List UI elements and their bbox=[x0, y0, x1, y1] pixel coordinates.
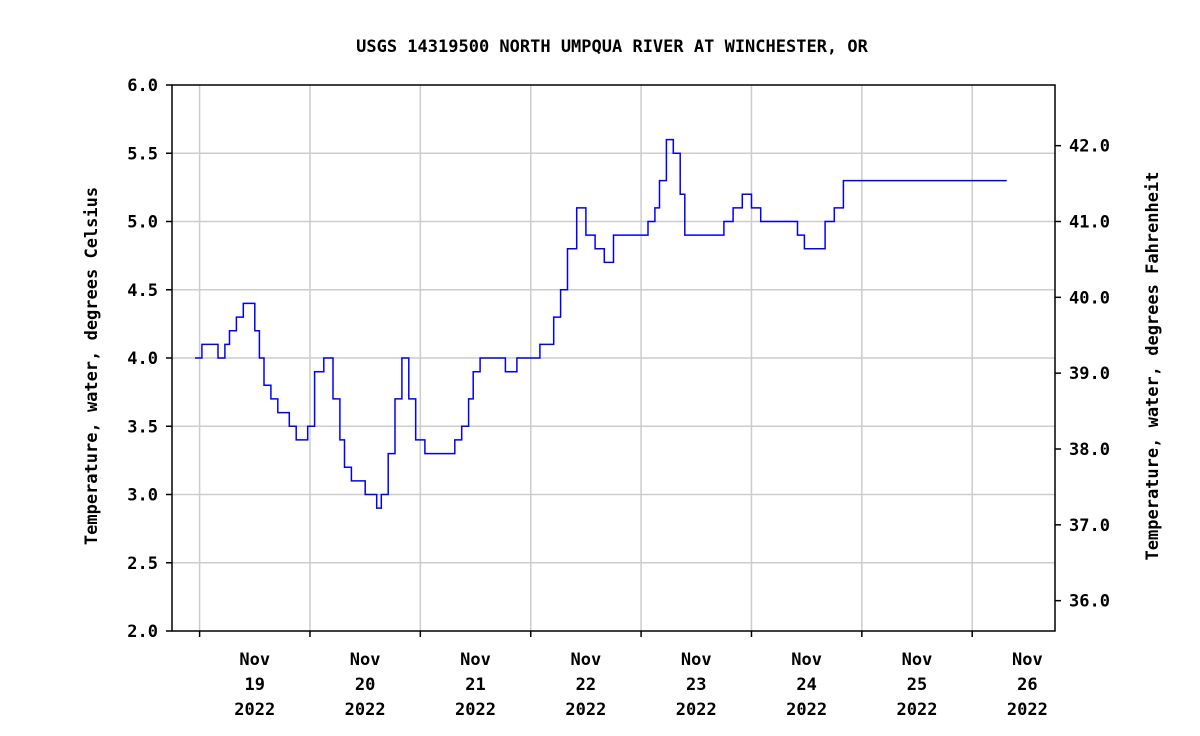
x-tick-label-month: Nov bbox=[571, 650, 602, 670]
chart-title: USGS 14319500 NORTH UMPQUA RIVER AT WINC… bbox=[356, 37, 869, 57]
y-tick-label-right: 39.0 bbox=[1069, 364, 1110, 384]
x-tick-label-year: 2022 bbox=[786, 700, 827, 720]
x-tick-label-month: Nov bbox=[460, 650, 491, 670]
x-tick-label-day: 25 bbox=[907, 675, 927, 695]
x-tick-label-year: 2022 bbox=[455, 700, 496, 720]
y-axis-label-right: Temperature, water, degrees Fahrenheit bbox=[1143, 172, 1163, 561]
x-tick-label-month: Nov bbox=[1012, 650, 1043, 670]
y-tick-label-left: 6.0 bbox=[127, 76, 158, 96]
y-tick-label-left: 3.5 bbox=[127, 417, 158, 437]
y-tick-label-right: 37.0 bbox=[1069, 516, 1110, 536]
y-tick-label-right: 41.0 bbox=[1069, 213, 1110, 233]
y-tick-label-left: 4.0 bbox=[127, 349, 158, 369]
x-tick-labels: Nov 19 2022 Nov 20 2022 Nov 21 2022 Nov 22 2022 Nov 2… bbox=[234, 650, 1048, 720]
x-tick-label-day: 20 bbox=[355, 675, 375, 695]
x-tick-label-year: 2022 bbox=[345, 700, 386, 720]
y-tick-label-left: 5.5 bbox=[127, 144, 158, 164]
temperature-series-line bbox=[195, 138, 1007, 509]
x-tick-label-month: Nov bbox=[902, 650, 933, 670]
y-tick-labels-left: 2.0 2.5 3.0 3.5 4.0 4.5 5.0 5.5 6.0 bbox=[127, 76, 158, 642]
x-tick-label-day: 22 bbox=[576, 675, 596, 695]
y-tick-label-right: 42.0 bbox=[1069, 137, 1110, 157]
x-tick-label-year: 2022 bbox=[565, 700, 606, 720]
x-tick-label-year: 2022 bbox=[676, 700, 717, 720]
x-tick-label-day: 21 bbox=[465, 675, 485, 695]
x-tick-label-month: Nov bbox=[239, 650, 270, 670]
x-tick-label-year: 2022 bbox=[897, 700, 938, 720]
gridlines bbox=[172, 85, 1055, 631]
y-tick-label-left: 2.0 bbox=[127, 622, 158, 642]
x-tick-label-month: Nov bbox=[791, 650, 822, 670]
y-tick-label-left: 5.0 bbox=[127, 213, 158, 233]
x-tick-label-month: Nov bbox=[681, 650, 712, 670]
y-axis-label-left: Temperature, water, degrees Celsius bbox=[82, 187, 102, 545]
x-tick-label-year: 2022 bbox=[234, 700, 275, 720]
x-tick-label-day: 24 bbox=[796, 675, 816, 695]
x-tick-label-year: 2022 bbox=[1007, 700, 1048, 720]
axis-ticks bbox=[166, 84, 1061, 637]
y-tick-label-left: 2.5 bbox=[127, 554, 158, 574]
x-tick-label-month: Nov bbox=[350, 650, 381, 670]
y-tick-label-right: 36.0 bbox=[1069, 592, 1110, 612]
y-tick-labels-right: 36.0 37.0 38.0 39.0 40.0 41.0 42.0 bbox=[1069, 137, 1110, 612]
y-tick-label-left: 4.5 bbox=[127, 281, 158, 301]
x-tick-label-day: 23 bbox=[686, 675, 706, 695]
y-tick-label-right: 38.0 bbox=[1069, 440, 1110, 460]
y-tick-label-left: 3.0 bbox=[127, 486, 158, 506]
y-tick-label-right: 40.0 bbox=[1069, 288, 1110, 308]
x-tick-label-day: 19 bbox=[245, 675, 265, 695]
x-tick-label-day: 26 bbox=[1017, 675, 1037, 695]
